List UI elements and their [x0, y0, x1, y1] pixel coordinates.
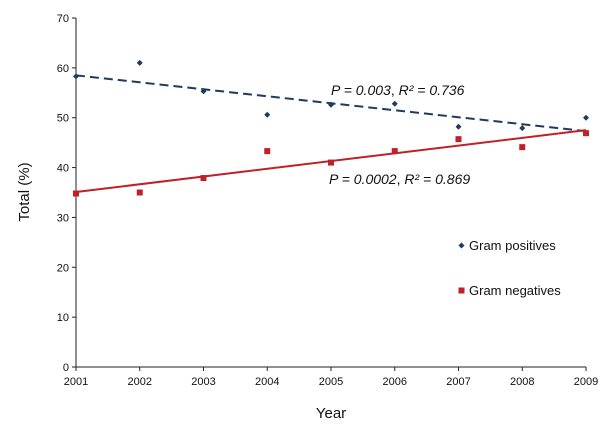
gram-negatives-point: [583, 130, 589, 137]
data-points: [73, 59, 589, 197]
gram-positives-point: [136, 59, 143, 66]
legend-diamond-icon: [458, 242, 465, 249]
gram-positives-point: [73, 73, 79, 80]
gram-positives-point: [264, 111, 271, 118]
gram-positives-point: [455, 123, 462, 130]
x-tick-label: 2001: [64, 376, 88, 388]
x-tick-label: 2005: [319, 376, 343, 388]
gram-positives-point: [583, 114, 589, 121]
y-tick-label: 30: [57, 212, 69, 224]
gram-negatives-point: [328, 159, 334, 166]
x-axis-title: Year: [316, 405, 346, 422]
legend: Gram positives Gram negatives: [458, 238, 561, 298]
y-tick-label: 40: [57, 163, 69, 175]
gram-negatives-point: [519, 144, 526, 151]
ticks: 0 10 20 30 40 50 60 70 2001 2002 2003 2004 2005 2006 2…: [57, 13, 598, 388]
gram-positives-point: [391, 100, 398, 107]
y-tick-label: 60: [57, 63, 69, 75]
gram-positives-point: [328, 101, 334, 108]
x-tick-label: 2003: [191, 376, 215, 388]
y-tick-label: 10: [57, 312, 69, 324]
gram-negatives-point: [200, 175, 207, 182]
gram-positives-point: [200, 88, 207, 95]
y-tick-label: 0: [63, 362, 69, 374]
gram-positives-point: [519, 125, 526, 132]
x-tick-label: 2007: [446, 376, 470, 388]
gram-negatives-point: [391, 148, 398, 155]
x-tick-label: 2002: [128, 376, 152, 388]
legend-label-gram-positives: Gram positives: [469, 238, 556, 253]
legend-item-gram-negatives: Gram negatives: [458, 283, 561, 298]
legend-square-icon: [458, 287, 465, 294]
y-tick-label: 70: [57, 13, 69, 25]
y-axis-title: Total (%): [16, 162, 33, 221]
y-tick-label: 50: [57, 113, 69, 125]
gram-negatives-annotation: P = 0.0002, R² = 0.869: [329, 171, 470, 187]
gram-negatives-point: [136, 189, 143, 196]
legend-item-gram-positives: Gram positives: [458, 238, 556, 253]
x-tick-label: 2008: [510, 376, 534, 388]
x-tick-label: 2009: [574, 376, 598, 388]
gram-negatives-point: [73, 190, 79, 197]
y-tick-label: 20: [57, 262, 69, 274]
gram-negatives-point: [264, 148, 271, 155]
axes: [75, 18, 586, 368]
x-tick-label: 2006: [383, 376, 407, 388]
gram-negatives-point: [455, 136, 462, 143]
gram-positives-annotation: P = 0.003, R² = 0.736: [331, 82, 465, 98]
x-tick-label: 2004: [255, 376, 279, 388]
legend-label-gram-negatives: Gram negatives: [469, 283, 561, 298]
